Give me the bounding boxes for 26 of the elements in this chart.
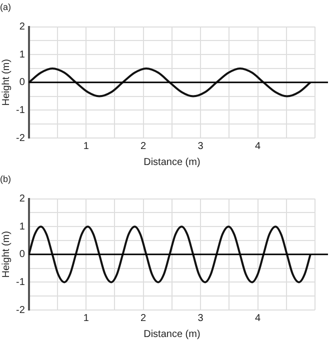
x-tick-label: 2 xyxy=(140,312,147,324)
y-axis-title: Height (m) xyxy=(0,231,12,278)
y-tick-label: 1 xyxy=(19,221,26,232)
y-tick-label: -2 xyxy=(16,304,26,316)
chart-title: (b) xyxy=(0,174,11,184)
x-tick-label: 3 xyxy=(198,312,204,324)
line-series xyxy=(28,226,312,284)
y-tick-label: 0 xyxy=(19,249,26,260)
y-tick-label: 2 xyxy=(19,194,26,205)
x-tick-label: 1 xyxy=(83,140,90,152)
y-tick-label: -1 xyxy=(16,276,26,288)
y-tick-label: -2 xyxy=(16,132,26,144)
chart-title: (a) xyxy=(0,2,11,12)
line-series xyxy=(28,68,312,98)
y-axis-title: Height (m) xyxy=(0,59,12,106)
x-tick-label: 4 xyxy=(254,312,261,324)
y-tick-label: 2 xyxy=(19,22,26,33)
x-tick-label: 3 xyxy=(198,140,204,152)
y-tick-label: 1 xyxy=(19,49,26,60)
x-tick-label: 4 xyxy=(254,140,261,152)
x-axis-title: Distance (m) xyxy=(144,328,200,340)
x-axis-title: Distance (m) xyxy=(144,156,200,168)
x-tick-label: 1 xyxy=(83,312,90,324)
x-tick-label: 2 xyxy=(140,140,147,152)
y-tick-label: -1 xyxy=(16,104,26,116)
y-tick-label: 0 xyxy=(19,77,26,88)
